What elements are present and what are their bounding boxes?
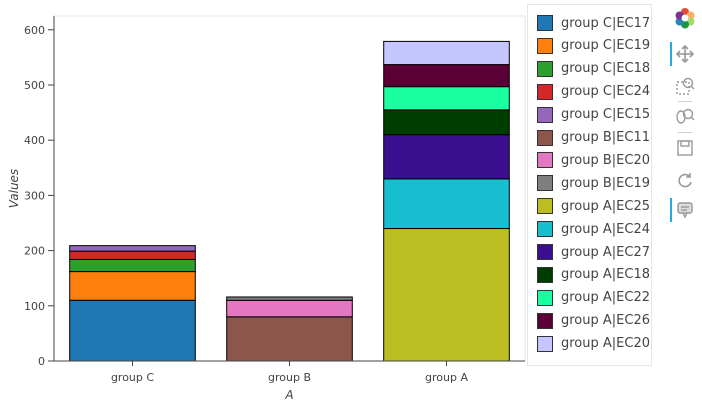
y-tick-label: 600 <box>24 24 45 37</box>
legend-swatch <box>537 335 553 352</box>
bar-segment <box>226 316 353 362</box>
hover-icon[interactable] <box>673 198 697 222</box>
legend-swatch <box>537 221 553 238</box>
legend-label: group A|EC25 <box>561 198 650 214</box>
x-tick-label: group C <box>111 371 154 384</box>
legend-item[interactable]: group C|EC24 <box>537 82 650 102</box>
toolbar <box>670 6 700 236</box>
legend-item[interactable]: group B|EC19 <box>537 173 650 193</box>
pan-icon[interactable] <box>673 42 697 66</box>
legend-swatch <box>537 83 553 100</box>
bar-segment <box>383 178 510 230</box>
y-axis-label: Values <box>7 169 21 208</box>
legend-item[interactable]: group A|EC26 <box>537 311 650 331</box>
legend-label: group B|EC11 <box>561 130 651 145</box>
legend-swatch <box>537 60 553 77</box>
legend-label: group B|EC19 <box>561 175 651 191</box>
bar-segment <box>69 299 196 362</box>
bar-segment <box>226 299 353 318</box>
wheel-zoom-icon[interactable] <box>673 104 697 128</box>
legend-label: group A|EC22 <box>561 290 650 306</box>
y-tick-label: 100 <box>24 300 45 313</box>
bar-segment <box>226 296 353 301</box>
legend-swatch <box>537 152 553 169</box>
y-tick-label: 400 <box>24 134 45 147</box>
box-zoom-icon[interactable] <box>673 74 697 98</box>
legend-item[interactable]: group C|EC17 <box>537 13 650 33</box>
legend-label: group C|EC17 <box>561 15 651 31</box>
legend-item[interactable]: group A|EC20 <box>537 334 650 354</box>
bar-segment <box>383 134 510 180</box>
legend-swatch <box>537 198 553 215</box>
x-axis-label: A <box>284 388 293 402</box>
legend-item[interactable]: group B|EC20 <box>537 150 650 170</box>
legend-label: group C|EC15 <box>561 107 651 123</box>
y-tick-label: 200 <box>24 245 45 258</box>
legend-item[interactable]: group C|EC19 <box>537 36 650 56</box>
bar-segment <box>69 271 196 301</box>
legend-label: group C|EC18 <box>561 61 651 77</box>
legend-item[interactable]: group B|EC11 <box>537 128 650 148</box>
legend-item[interactable]: group A|EC22 <box>537 288 650 308</box>
legend-swatch <box>537 312 553 329</box>
legend-swatch <box>537 129 553 146</box>
bar-segment <box>383 40 510 66</box>
reset-icon[interactable] <box>673 168 697 192</box>
legend-label: group A|EC26 <box>561 313 650 329</box>
legend-item[interactable]: group C|EC18 <box>537 59 650 79</box>
y-tick-label: 0 <box>38 355 45 368</box>
legend-swatch <box>537 37 553 54</box>
legend-item[interactable]: group A|EC18 <box>537 265 650 285</box>
y-tick-label: 500 <box>24 79 45 92</box>
bar-segment <box>383 228 510 362</box>
legend-label: group A|EC18 <box>561 267 650 283</box>
bar-segment <box>383 109 510 136</box>
axes: Values A 0 100 200 300 400 500 600 group C group… <box>7 16 525 402</box>
legend-item[interactable]: group A|EC27 <box>537 242 650 262</box>
legend-item[interactable]: group A|EC24 <box>537 219 650 239</box>
legend-swatch <box>537 175 553 192</box>
legend-label: group B|EC20 <box>561 152 651 168</box>
y-tick-label: 300 <box>24 189 45 202</box>
legend-swatch <box>537 15 553 31</box>
bar-segment <box>383 64 510 88</box>
legend-label: group A|EC24 <box>561 221 650 237</box>
x-tick-label: group B <box>268 371 311 384</box>
legend-swatch <box>537 106 553 123</box>
x-tick-label: group A <box>425 371 468 384</box>
bar-segment <box>383 86 510 111</box>
bar-segment <box>69 245 196 252</box>
legend-label: group A|EC27 <box>561 244 650 260</box>
legend: group C|EC17 group C|EC19 group C|EC18 grou… <box>527 4 652 366</box>
bar-segment <box>69 258 196 273</box>
legend-item[interactable]: group C|EC15 <box>537 105 650 125</box>
legend-label: group C|EC24 <box>561 84 651 100</box>
legend-swatch <box>537 266 553 283</box>
legend-swatch <box>537 289 553 306</box>
bokeh-logo-icon[interactable] <box>673 6 697 30</box>
legend-label: group A|EC20 <box>561 336 650 352</box>
save-icon[interactable] <box>673 136 697 160</box>
legend-item[interactable]: group A|EC25 <box>537 196 650 216</box>
bars <box>69 40 510 362</box>
legend-swatch <box>537 244 553 260</box>
bar-segment <box>69 250 196 260</box>
legend-label: group C|EC19 <box>561 38 651 54</box>
